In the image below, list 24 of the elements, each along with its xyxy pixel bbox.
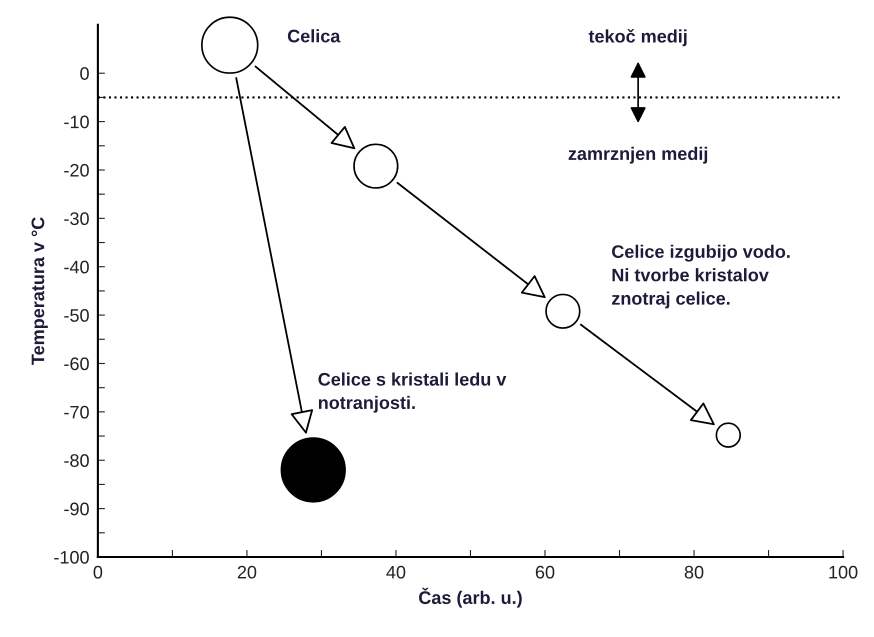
x-axis-title: Čas (arb. u.) (419, 588, 522, 608)
x-tick-label: 40 (386, 566, 406, 579)
annotation: Celice s kristali ledu v notranjosti. (318, 372, 506, 413)
y-tick-label: -30 (64, 212, 89, 226)
y-axis-title: Temperatura v °C (32, 217, 48, 365)
x-tick-label: 80 (684, 566, 704, 579)
x-tick-label: 60 (536, 566, 554, 579)
annotation: tekoč medij (588, 29, 687, 46)
x-tick-label: 0 (94, 566, 102, 579)
annotation: Celica (288, 29, 340, 42)
y-tick-label: -20 (64, 164, 89, 177)
y-tick-label: -10 (64, 116, 89, 128)
y-tick-label: -40 (64, 260, 89, 274)
x-tick-label: 20 (238, 566, 256, 579)
annotation: Celice izgubijo vodo. Ni tvorbe kristalov znotraj celice. (612, 244, 790, 308)
annotation: zamrznjen medij (568, 146, 708, 164)
y-tick-label: -50 (64, 309, 89, 322)
y-tick-label: 0 (80, 67, 89, 80)
x-tick-label: 100 (829, 566, 858, 579)
y-tick-label: -60 (64, 357, 89, 370)
y-tick-label: -90 (64, 502, 89, 516)
y-tick-label: -70 (64, 406, 89, 419)
y-tick-label: -100 (54, 550, 89, 564)
y-tick-label: -80 (64, 454, 89, 467)
